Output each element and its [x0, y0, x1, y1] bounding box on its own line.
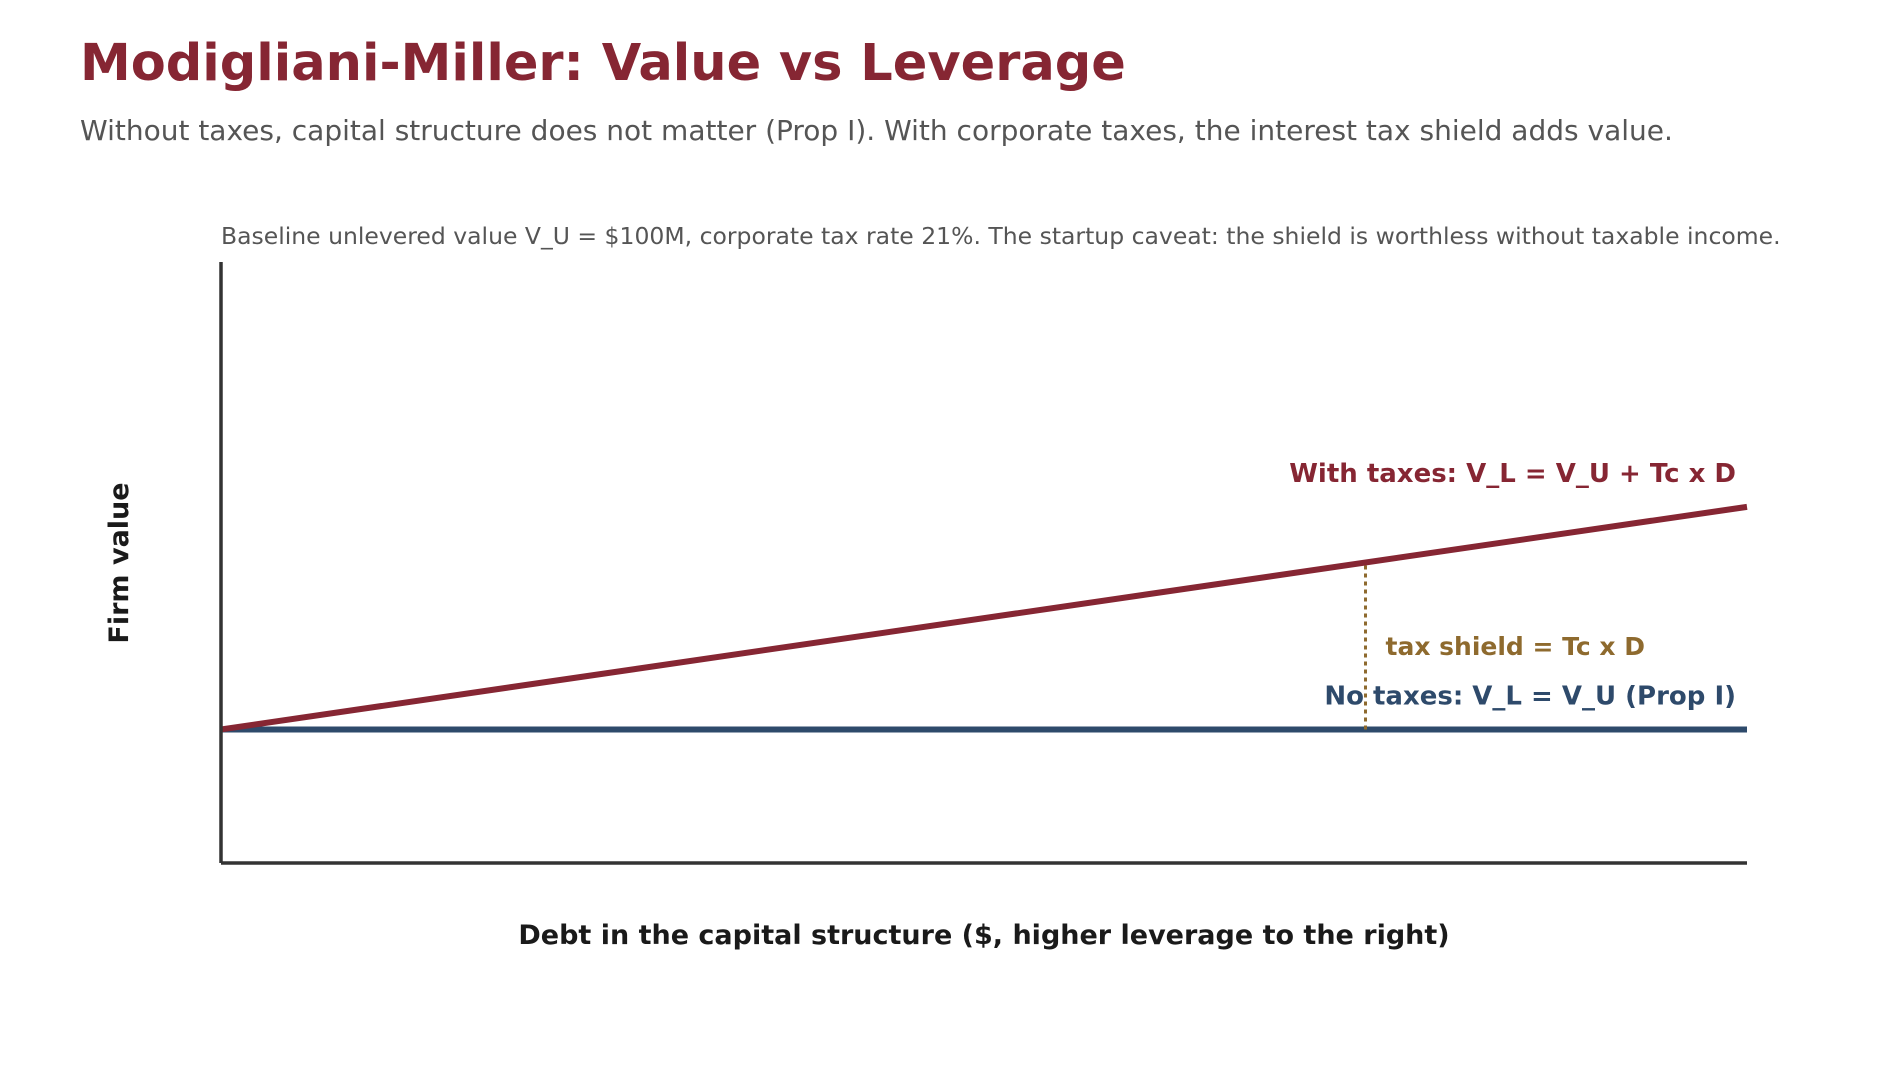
- page-subtitle: Without taxes, capital structure does no…: [80, 114, 1673, 147]
- plot-area: tax shield = Tc x D No taxes: V_L = V_U (…: [220, 459, 1748, 733]
- page-title: Modigliani-Miller: Value vs Leverage: [80, 34, 1126, 93]
- series-line-with-taxes: [220, 503, 1748, 733]
- series-label-with-taxes: With taxes: V_L = V_U + Tc x D: [1289, 459, 1736, 489]
- x-axis-title: Debt in the capital structure ($, higher…: [518, 920, 1449, 951]
- tax-shield-label: tax shield = Tc x D: [1386, 632, 1646, 661]
- chart-note: Baseline unlevered value V_U = $100M, co…: [221, 222, 1781, 250]
- y-axis-title: Firm value: [104, 482, 135, 643]
- series-label-no-taxes: No taxes: V_L = V_U (Prop I): [1324, 681, 1736, 711]
